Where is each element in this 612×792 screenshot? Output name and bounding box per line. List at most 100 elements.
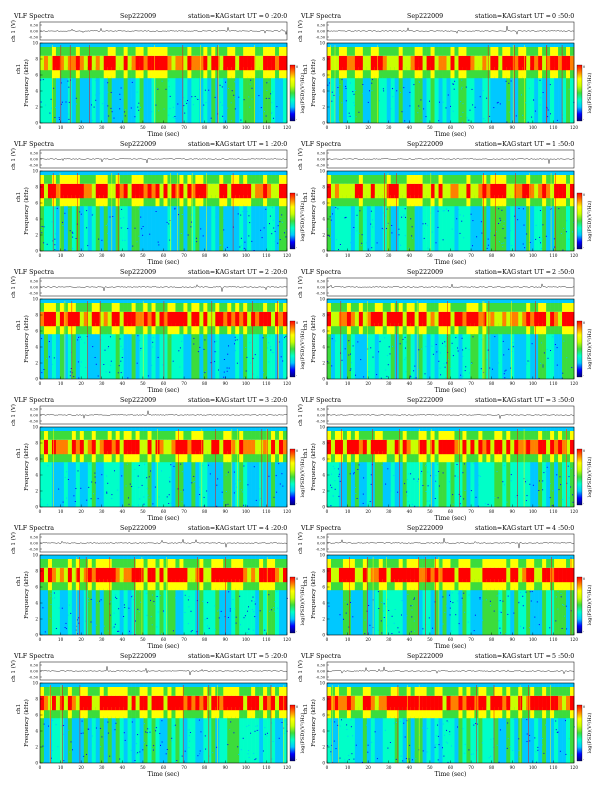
spectrogram-speckle bbox=[187, 599, 189, 601]
spectrogram-band-high bbox=[374, 47, 380, 56]
spectrogram-speckle bbox=[415, 377, 417, 379]
spectrogram-band-hot bbox=[566, 55, 571, 71]
spectrogram-band-hot bbox=[151, 55, 156, 71]
spectrogram-band-low bbox=[275, 332, 280, 379]
spectrogram-band-high bbox=[430, 303, 435, 312]
spectrogram-band-low bbox=[115, 460, 120, 507]
spectrogram-band-high bbox=[494, 431, 499, 440]
spectrogram-band-low bbox=[147, 460, 152, 507]
spectrogram-band-low bbox=[171, 588, 176, 635]
spectrogram-band-mid bbox=[59, 323, 65, 335]
spectrogram-band-mid bbox=[279, 195, 284, 207]
spectrogram-speckle bbox=[551, 505, 553, 507]
spectrogram-band-high bbox=[191, 47, 196, 56]
spectrogram-band-top bbox=[454, 171, 459, 175]
spectrogram-band-mid bbox=[462, 451, 467, 463]
spectrogram-speckle bbox=[93, 600, 95, 602]
panel-start-label: start UT = bbox=[230, 269, 264, 276]
spectrogram-speckle bbox=[366, 219, 368, 221]
spectrogram-band-mid bbox=[259, 323, 264, 335]
spectrogram-speckle bbox=[234, 483, 236, 485]
spectrogram-band-high bbox=[434, 175, 439, 184]
spectrogram-band-hot bbox=[554, 311, 559, 327]
spectrogram-band-top bbox=[139, 299, 144, 303]
spectrogram-band-low bbox=[123, 460, 128, 507]
spectrogram-speckle bbox=[186, 120, 188, 122]
spectrogram-band-low bbox=[438, 460, 443, 507]
spectrogram-speckle bbox=[339, 84, 341, 85]
time-tick-label: 20 bbox=[78, 509, 84, 514]
spectrogram-band-high bbox=[91, 175, 97, 184]
spectrogram-speckle bbox=[114, 623, 116, 625]
spectrogram-speckle bbox=[70, 368, 72, 369]
spectrogram-band-mid bbox=[227, 323, 232, 335]
spectrogram-band-high bbox=[374, 559, 380, 568]
waveform-trace bbox=[326, 413, 575, 420]
spectrogram-speckle bbox=[88, 229, 90, 230]
spectrogram-band-hot bbox=[362, 567, 368, 583]
spectrogram-band-hot bbox=[103, 183, 109, 199]
spectrogram-band-low bbox=[394, 460, 400, 507]
spectrogram-band-hot bbox=[231, 439, 236, 455]
spectrogram-speckle bbox=[282, 485, 284, 487]
spectrogram-band-high bbox=[95, 175, 101, 184]
spectrogram-band-mid bbox=[327, 67, 332, 79]
spectrogram-band-high bbox=[155, 559, 160, 568]
spectrogram-speckle bbox=[516, 121, 518, 123]
spectrogram-band-hot bbox=[211, 567, 216, 583]
spectrogram-band-top bbox=[546, 427, 551, 431]
spectrogram-band-hot bbox=[334, 55, 340, 71]
time-tick-label: 90 bbox=[223, 381, 229, 386]
spectrogram-band-mid bbox=[362, 195, 368, 207]
spectrogram-speckle bbox=[128, 497, 129, 499]
spectrogram-band-low bbox=[47, 588, 53, 635]
spectrogram-band-mid bbox=[422, 451, 427, 463]
spectrogram-band-top bbox=[215, 299, 220, 303]
spectrogram-band-top bbox=[219, 171, 224, 175]
spectrogram-band-top bbox=[562, 171, 567, 175]
spectrogram-speckle bbox=[462, 375, 464, 377]
spectrogram-band-hot bbox=[506, 183, 511, 199]
spectrogram-band-high bbox=[382, 303, 388, 312]
colorbar bbox=[576, 320, 583, 378]
spectrogram-speckle bbox=[109, 364, 111, 366]
spectrogram-speckle bbox=[330, 505, 332, 507]
spectrogram-band-high bbox=[438, 303, 443, 312]
spectrogram-band-high bbox=[183, 47, 188, 56]
spectrogram-speckle bbox=[480, 368, 482, 370]
spectrogram-band-low bbox=[370, 460, 376, 507]
spectrogram-band-high bbox=[346, 303, 352, 312]
spectrogram-band-mid bbox=[566, 323, 571, 335]
spectrogram-speckle bbox=[266, 90, 268, 91]
spectrogram-band-low bbox=[434, 204, 439, 251]
spectrogram-speckle bbox=[440, 115, 442, 117]
spectrogram-speckle bbox=[139, 349, 141, 351]
spectrogram-band-high bbox=[175, 47, 180, 56]
spectrogram-band-top bbox=[366, 43, 372, 47]
time-axis-label: Time (sec) bbox=[148, 643, 180, 650]
spectrogram-band-low bbox=[538, 204, 543, 251]
spectrogram-band-hot bbox=[111, 567, 116, 583]
spectrogram-band-top bbox=[123, 555, 128, 559]
spectrogram-band-low bbox=[79, 204, 85, 251]
spectrogram-speckle bbox=[431, 472, 433, 473]
spectrogram-speckle bbox=[562, 372, 564, 374]
spectrogram-speckle bbox=[481, 339, 483, 341]
spectrogram-band-top bbox=[115, 299, 120, 303]
spectrogram-speckle bbox=[376, 242, 378, 244]
spectrogram-band-top bbox=[131, 43, 136, 47]
spectrogram-band-high bbox=[398, 303, 403, 312]
panel-title: VLF Spectra bbox=[300, 397, 341, 404]
spectrogram-speckle bbox=[168, 494, 170, 496]
spectrogram-band-mid bbox=[562, 323, 567, 335]
spectrogram-speckle bbox=[221, 86, 223, 88]
time-tick-label: 0 bbox=[326, 125, 329, 130]
spectrogram-band-low bbox=[123, 76, 128, 123]
spectrogram-speckle bbox=[503, 220, 505, 222]
spectrogram-band-low bbox=[362, 332, 368, 379]
spectrogram-speckle bbox=[502, 228, 504, 230]
spectrogram-band-top bbox=[75, 427, 81, 431]
spectrogram-band-low bbox=[542, 332, 547, 379]
spectrogram-band-hot bbox=[119, 183, 124, 199]
spectrogram-band-mid bbox=[79, 67, 85, 79]
